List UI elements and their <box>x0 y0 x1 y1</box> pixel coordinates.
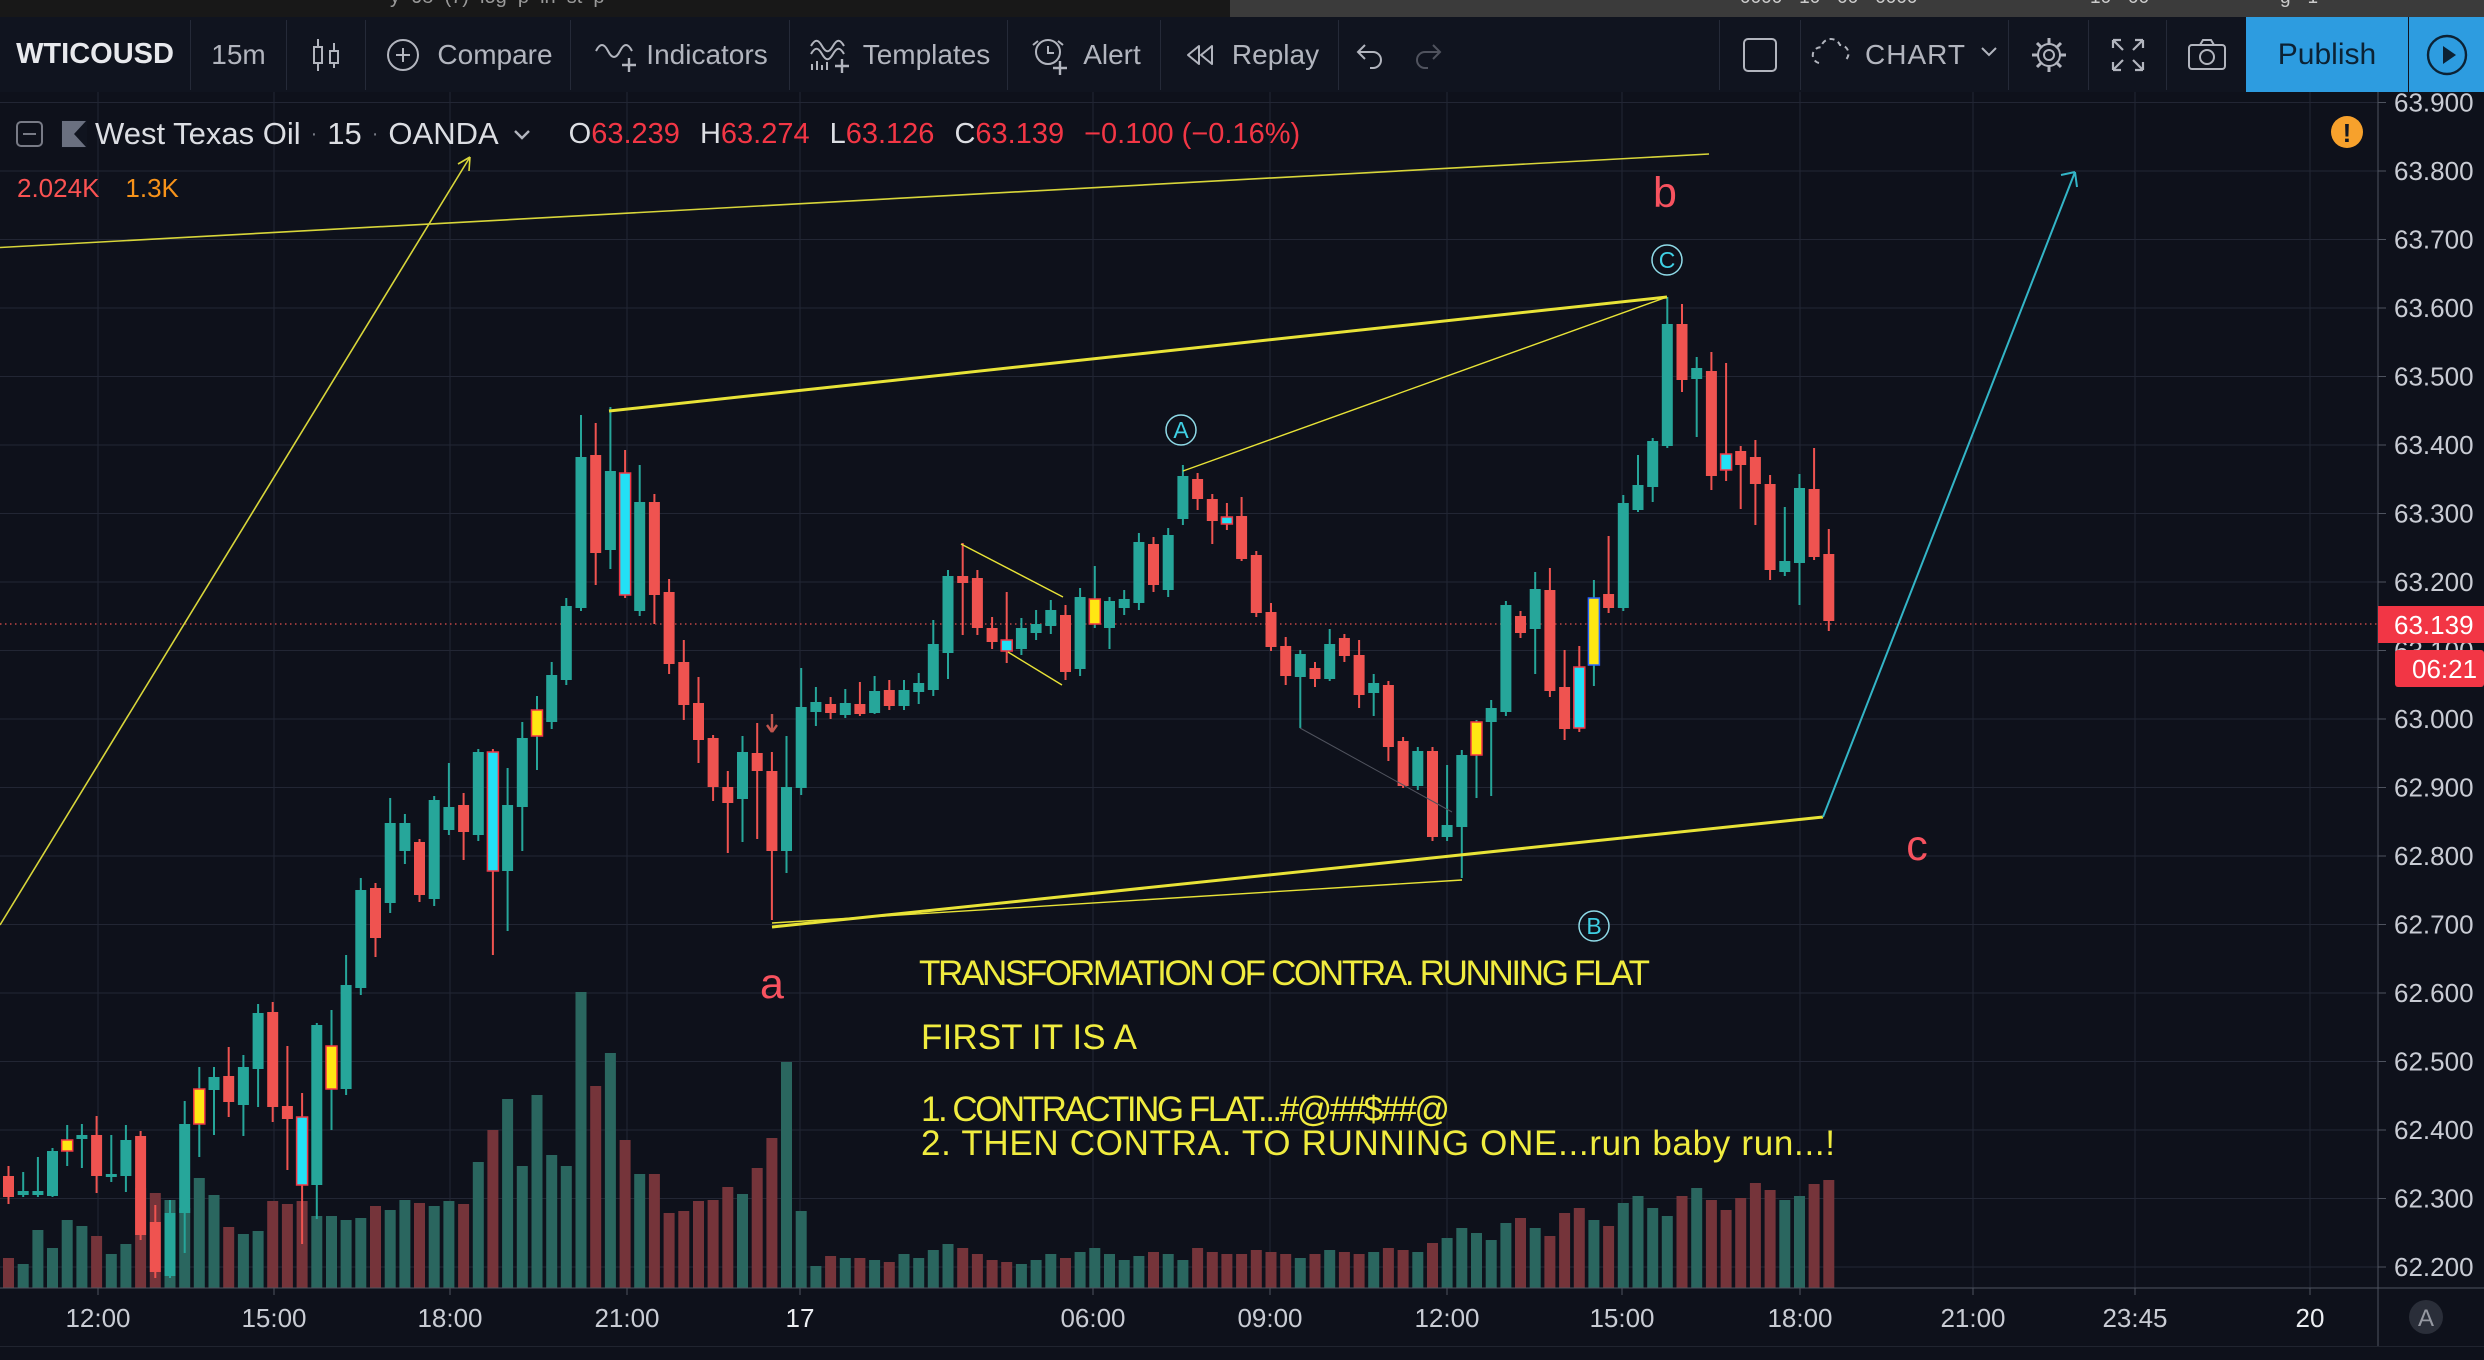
svg-text:2. THEN CONTRA. TO RUNNING ONE: 2. THEN CONTRA. TO RUNNING ONE...run bab… <box>921 1124 1835 1163</box>
svg-text:63.900: 63.900 <box>2394 92 2474 118</box>
svg-text:09:00: 09:00 <box>1237 1303 1302 1333</box>
svg-text:c: c <box>1906 822 1928 870</box>
svg-text:TRANSFORMATION OF CONTRA. RUNN: TRANSFORMATION OF CONTRA. RUNNING FLAT <box>919 954 1650 993</box>
svg-text:63.800: 63.800 <box>2394 156 2474 186</box>
svg-text:62.700: 62.700 <box>2394 910 2474 940</box>
svg-text:62.200: 62.200 <box>2394 1252 2474 1282</box>
svg-text:63.000: 63.000 <box>2394 704 2474 734</box>
svg-text:63.600: 63.600 <box>2394 293 2474 323</box>
svg-text:62.800: 62.800 <box>2394 841 2474 871</box>
svg-text:A: A <box>2418 1305 2434 1332</box>
svg-text:63.500: 63.500 <box>2394 362 2474 392</box>
svg-text:FIRST IT IS A: FIRST IT IS A <box>921 1018 1138 1057</box>
svg-text:63.400: 63.400 <box>2394 430 2474 460</box>
svg-text:21:00: 21:00 <box>594 1303 659 1333</box>
svg-text:18:00: 18:00 <box>1767 1303 1832 1333</box>
svg-text:12:00: 12:00 <box>1414 1303 1479 1333</box>
svg-text:63.139: 63.139 <box>2394 610 2474 640</box>
svg-text:63.300: 63.300 <box>2394 499 2474 529</box>
svg-text:62.300: 62.300 <box>2394 1184 2474 1214</box>
svg-text:20: 20 <box>2296 1303 2325 1333</box>
svg-text:06:00: 06:00 <box>1060 1303 1125 1333</box>
svg-text:1. CONTRACTING FLAT...#@##$##@: 1. CONTRACTING FLAT...#@##$##@ <box>921 1090 1450 1129</box>
svg-text:63.700: 63.700 <box>2394 225 2474 255</box>
svg-text:62.500: 62.500 <box>2394 1047 2474 1077</box>
svg-text:18:00: 18:00 <box>417 1303 482 1333</box>
svg-text:12:00: 12:00 <box>65 1303 130 1333</box>
svg-text:A: A <box>1173 417 1189 443</box>
svg-text:15:00: 15:00 <box>1589 1303 1654 1333</box>
svg-text:23:45: 23:45 <box>2102 1303 2167 1333</box>
svg-text:b: b <box>1653 169 1677 217</box>
svg-text:63.200: 63.200 <box>2394 567 2474 597</box>
svg-text:17: 17 <box>786 1303 815 1333</box>
svg-text:06:21: 06:21 <box>2412 654 2477 684</box>
svg-text:a: a <box>760 960 784 1008</box>
svg-text:62.600: 62.600 <box>2394 978 2474 1008</box>
svg-text:62.400: 62.400 <box>2394 1115 2474 1145</box>
svg-text:21:00: 21:00 <box>1940 1303 2005 1333</box>
svg-text:15:00: 15:00 <box>241 1303 306 1333</box>
svg-text:!: ! <box>2343 118 2352 148</box>
svg-text:C: C <box>1659 247 1676 273</box>
svg-text:B: B <box>1586 913 1601 939</box>
svg-text:62.900: 62.900 <box>2394 773 2474 803</box>
